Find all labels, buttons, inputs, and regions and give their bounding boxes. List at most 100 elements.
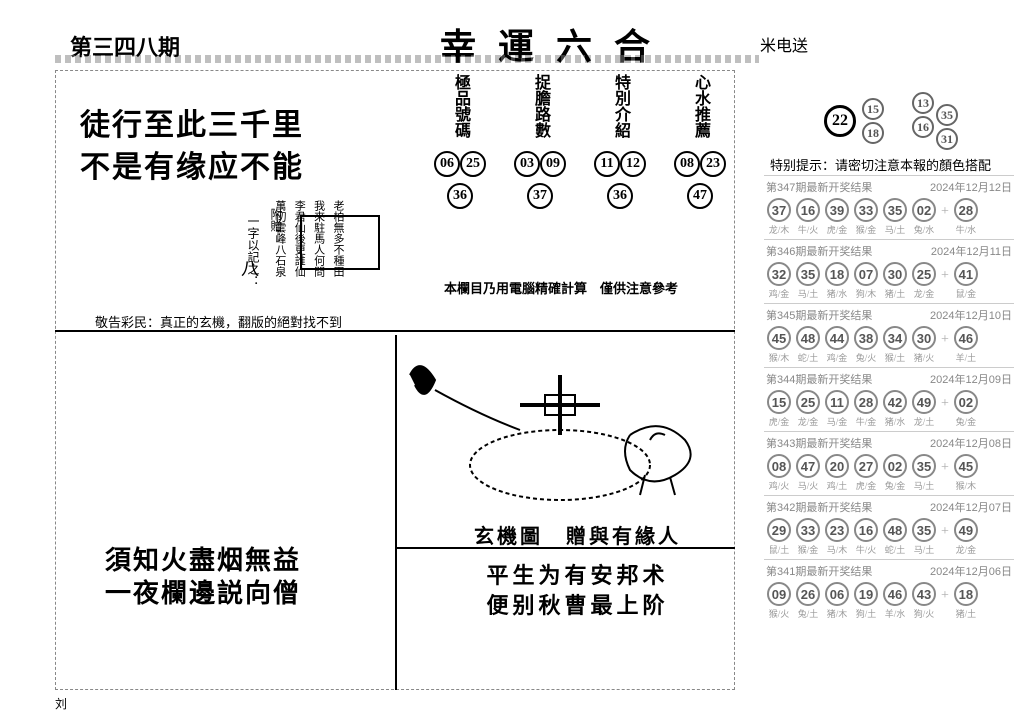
result-ball: 35马/土 [911, 454, 937, 492]
ball-number: 06 [825, 582, 849, 606]
ball-zodiac: 兔/金 [882, 479, 908, 492]
result-ball: 27虎/金 [853, 454, 879, 492]
ball-number: 18 [825, 262, 849, 286]
feature-ball-big: 22 [824, 105, 856, 137]
ball-zodiac: 猪/水 [882, 415, 908, 428]
ball-number: 26 [796, 582, 820, 606]
num-column: 極品號碼062536 [430, 70, 490, 270]
ball-number: 49 [912, 390, 936, 414]
ball-number: 34 [883, 326, 907, 350]
ball-zodiac: 猪/土 [882, 287, 908, 300]
ball-number: 28 [854, 390, 878, 414]
result-ball: 45猴/木 [953, 454, 979, 492]
xuanji-block: 玄機圖 贈與有緣人 [420, 520, 735, 553]
ball-zodiac: 兔/土 [795, 607, 821, 620]
ball-number: 16 [854, 518, 878, 542]
result-ball: 02兔/金 [953, 390, 979, 428]
circled-number: 36 [447, 183, 473, 209]
result-row: 第341期最新开奖结果2024年12月06日09猴/火26兔/土06猪/木19狗… [764, 559, 1014, 623]
xuanji-poem: 平生为有安邦术 便别秋曹最上阶 [420, 555, 735, 620]
feature-ball-small: 31 [936, 128, 958, 150]
ball-zodiac: 马/金 [824, 415, 850, 428]
result-ball: 41鼠/金 [953, 262, 979, 300]
results-list: 第347期最新开奖结果2024年12月12日37龙/木16牛/火39虎/金33猴… [764, 175, 1014, 623]
circled-number: 11 [594, 151, 620, 177]
result-date: 2024年12月06日 [930, 563, 1012, 579]
ball-zodiac: 马/土 [882, 223, 908, 236]
ball-number: 25 [796, 390, 820, 414]
title-suffix: 米电送 [760, 32, 808, 56]
result-ball: 37龙/木 [766, 198, 792, 236]
result-balls: 32鸡/金35马/土18猪/水07狗/木30猪/土25龙/金+41鼠/金 [766, 262, 1012, 300]
ball-number: 29 [767, 518, 791, 542]
ball-zodiac: 龙/金 [911, 287, 937, 300]
ball-zodiac: 鸡/土 [824, 479, 850, 492]
result-ball: 48蛇/土 [882, 518, 908, 556]
result-ball: 11马/金 [824, 390, 850, 428]
decorative-border [55, 55, 759, 63]
num-column: 特別介紹111236 [590, 70, 650, 270]
circled-number: 06 [434, 151, 460, 177]
result-date: 2024年12月12日 [930, 179, 1012, 195]
calc-note: 本欄目乃用電腦精確計算 僅供注意參考 [444, 278, 678, 297]
number-columns: 極品號碼062536捉膽路數030937特別介紹111236心水推薦082347 [430, 70, 730, 270]
xuanji-title: 玄機圖 贈與有緣人 [420, 520, 735, 549]
feature-ball-small: 35 [936, 104, 958, 126]
ball-number: 30 [883, 262, 907, 286]
circled-number: 08 [674, 151, 700, 177]
ball-number: 35 [883, 198, 907, 222]
result-date: 2024年12月10日 [930, 307, 1012, 323]
ball-zodiac: 猴/金 [853, 223, 879, 236]
num-column-header: 特別介紹 [608, 70, 632, 142]
result-title: 第343期最新开奖结果 [766, 435, 872, 451]
result-title: 第344期最新开奖结果 [766, 371, 872, 387]
ball-zodiac: 马/木 [824, 543, 850, 556]
ball-number: 45 [767, 326, 791, 350]
result-ball: 02兔/金 [882, 454, 908, 492]
result-head: 第343期最新开奖结果2024年12月08日 [766, 435, 1012, 451]
result-ball: 33猴/金 [853, 198, 879, 236]
result-ball: 43狗/火 [911, 582, 937, 620]
ball-number: 15 [767, 390, 791, 414]
ball-number: 47 [796, 454, 820, 478]
result-balls: 29鼠/土33猴/金23马/木16牛/火48蛇/土35马/土+49龙/金 [766, 518, 1012, 556]
result-ball: 02兔/水 [911, 198, 937, 236]
ball-number: 18 [954, 582, 978, 606]
result-ball: 34猴/土 [882, 326, 908, 364]
attach-box [300, 215, 380, 270]
result-balls: 37龙/木16牛/火39虎/金33猴/金35马/土02兔/水+28牛/水 [766, 198, 1012, 236]
result-ball: 38兔/火 [853, 326, 879, 364]
ball-zodiac: 猪/水 [824, 287, 850, 300]
ball-number: 02 [883, 454, 907, 478]
sidebar: 22151813163531 特别提示：请密切注意本報的顏色搭配 第347期最新… [764, 70, 1014, 710]
plus-icon: + [940, 332, 950, 358]
ball-number: 46 [954, 326, 978, 350]
result-ball: 18猪/土 [953, 582, 979, 620]
ball-zodiac: 羊/水 [882, 607, 908, 620]
feature-ball-small: 18 [862, 122, 884, 144]
result-ball: 45猴/木 [766, 326, 792, 364]
ball-number: 25 [912, 262, 936, 286]
ball-zodiac: 龙/土 [911, 415, 937, 428]
num-column: 捉膽路數030937 [510, 70, 570, 270]
result-ball: 48蛇/土 [795, 326, 821, 364]
ball-zodiac: 牛/火 [853, 543, 879, 556]
circled-number: 09 [540, 151, 566, 177]
ball-number: 49 [954, 518, 978, 542]
ball-number: 35 [912, 518, 936, 542]
signature-mark: 刘 [55, 695, 67, 712]
result-row: 第347期最新开奖结果2024年12月12日37龙/木16牛/火39虎/金33猴… [764, 175, 1014, 239]
poem-couplet: 徒行至此三千里 不是有缘应不能 [80, 105, 304, 189]
ball-zodiac: 马/土 [795, 287, 821, 300]
ball-number: 09 [767, 582, 791, 606]
ball-zodiac: 蛇/土 [882, 543, 908, 556]
ball-zodiac: 羊/土 [953, 351, 979, 364]
result-ball: 19狗/土 [853, 582, 879, 620]
horizontal-divider [55, 330, 735, 332]
ball-zodiac: 狗/火 [911, 607, 937, 620]
result-row: 第346期最新开奖结果2024年12月11日32鸡/金35马/土18猪/水07狗… [764, 239, 1014, 303]
ball-zodiac: 猪/木 [824, 607, 850, 620]
ball-number: 41 [954, 262, 978, 286]
result-ball: 18猪/水 [824, 262, 850, 300]
circled-number: 25 [460, 151, 486, 177]
